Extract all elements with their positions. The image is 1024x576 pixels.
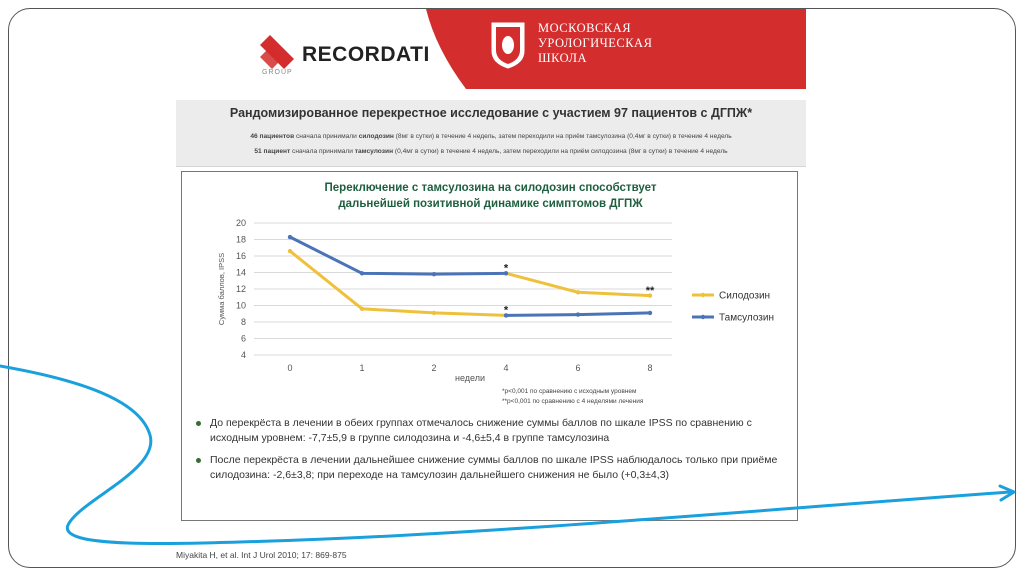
bullet-text: До перекрёста в лечении в обеих группах … (210, 417, 752, 444)
reference-citation: Miyakita H, et al. Int J Urol 2010; 17: … (176, 550, 347, 560)
x-tick-label: 4 (503, 363, 508, 373)
footnote: **p<0,001 по сравнению с 4 неделями лече… (502, 398, 644, 405)
slide-content: RECORDATI GROUP МОСКОВСКАЯ УРОЛОГИЧЕСКАЯ… (176, 9, 806, 567)
recordati-group-label: GROUP (262, 69, 293, 76)
x-tick-label: 6 (575, 363, 580, 373)
logo-line: МОСКОВСКАЯ (538, 21, 632, 35)
y-tick-label: 16 (236, 251, 246, 261)
y-tick-label: 4 (241, 350, 246, 360)
study-header: Рандомизированное перекрестное исследова… (176, 100, 806, 167)
findings-list: До перекрёста в лечении в обеих группах … (196, 416, 791, 490)
y-tick-label: 8 (241, 317, 246, 327)
study-text: сначала принимали (290, 148, 355, 155)
data-point (359, 306, 365, 311)
x-tick-label: 1 (359, 363, 364, 373)
bullet-icon (196, 421, 201, 426)
x-tick-label: 2 (431, 363, 436, 373)
recordati-mark-icon (260, 35, 294, 69)
data-point (287, 248, 293, 254)
study-line-1: 46 пациентов сначала принимали силодозин… (176, 133, 806, 140)
y-tick-label: 18 (236, 235, 246, 245)
x-axis-label: недели (455, 373, 485, 383)
study-text: (0,4мг в сутки) в течение 4 недель, зате… (393, 148, 728, 155)
drug-name: тамсулозин (354, 148, 394, 155)
data-point (647, 310, 653, 316)
legend-marker (700, 314, 706, 320)
data-point (575, 290, 581, 295)
list-item: После перекрёста в лечении дальнейшее сн… (196, 453, 791, 483)
legend-label: Тамсулозин (719, 313, 774, 324)
significance-mark: * (504, 305, 509, 317)
x-tick-label: 0 (287, 363, 292, 373)
list-item: До перекрёста в лечении в обеих группах … (196, 416, 791, 446)
legend-marker (700, 292, 706, 298)
drug-name: силодозин (358, 133, 394, 140)
recordati-wordmark: RECORDATI (302, 43, 430, 66)
logo-line: УРОЛОГИЧЕСКАЯ (538, 36, 653, 50)
y-tick-label: 6 (241, 334, 246, 344)
y-tick-label: 10 (236, 301, 246, 311)
y-axis-label: Сумма баллов, IPSS (217, 253, 226, 325)
series-line (289, 235, 507, 276)
logo-line: ШКОЛА (538, 51, 588, 65)
bullet-icon (196, 458, 201, 463)
series-line (289, 249, 507, 317)
crest-icon (491, 22, 525, 69)
study-line-2: 51 пациент сначала принимали тамсулозин … (176, 148, 806, 155)
data-point (503, 271, 509, 276)
study-text: сначала принимали (294, 133, 359, 140)
data-point (359, 271, 365, 276)
bullet-text: После перекрёста в лечении дальнейшее сн… (210, 454, 778, 481)
data-point (431, 271, 437, 277)
y-tick-label: 14 (236, 268, 246, 278)
study-text: (8мг в сутки) в течение 4 недель, затем … (393, 133, 732, 140)
patient-count: 46 пациентов (250, 133, 295, 140)
significance-mark: * (504, 263, 509, 275)
chart-title: Переключение с тамсулозина на силодозин … (182, 180, 799, 212)
legend-label: Силодозин (719, 291, 770, 302)
data-point (287, 234, 293, 240)
data-point (575, 312, 581, 317)
chart-title-text: Переключение с тамсулозина на силодозин … (324, 182, 657, 210)
y-tick-label: 12 (236, 284, 246, 294)
chart-panel: Переключение с тамсулозина на силодозин … (181, 171, 798, 521)
y-tick-label: 20 (236, 218, 246, 228)
x-tick-label: 8 (647, 363, 652, 373)
moscow-school-logo-text: МОСКОВСКАЯ УРОЛОГИЧЕСКАЯ ШКОЛА (538, 21, 652, 66)
data-point (503, 313, 509, 318)
data-point (647, 293, 653, 298)
significance-mark: ** (646, 285, 655, 297)
data-point (431, 310, 437, 316)
patient-count: 51 пациент (254, 148, 291, 155)
footnote: *p<0,001 по сравнению с исходным уровнем (502, 388, 637, 395)
page-title: Рандомизированное перекрестное исследова… (229, 106, 753, 120)
